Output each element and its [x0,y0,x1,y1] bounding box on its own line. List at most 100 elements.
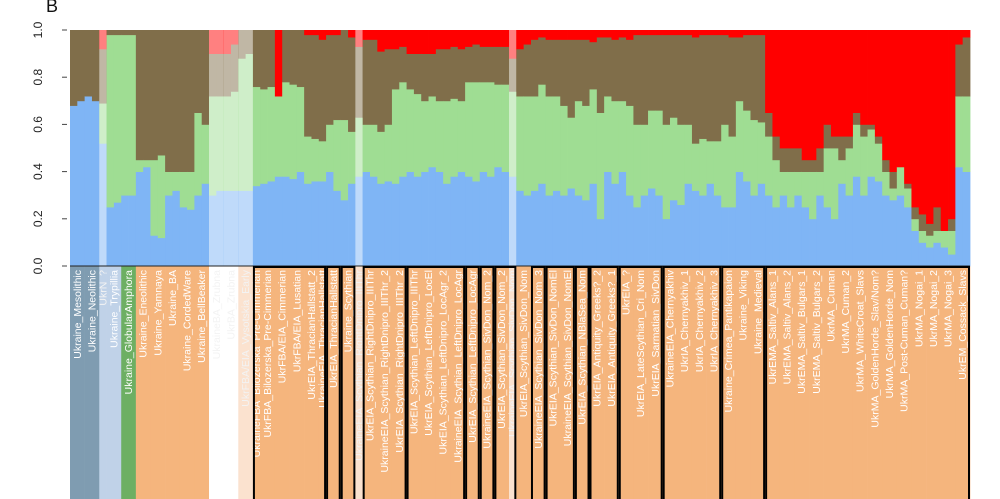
ancestry-bar-olive [391,48,400,90]
ancestry-bar-green [684,124,693,184]
ancestry-bar-green [296,86,305,172]
group-box [765,266,970,499]
label-strip [677,266,693,499]
faded-overlay [99,30,107,266]
ancestry-bar-green [567,117,576,189]
label-strip [589,266,605,499]
group-label: Ukraine_GlobularAmphora [123,270,135,394]
group-box [465,266,480,499]
label-strip [560,266,576,499]
ancestry-bar-red [457,30,466,50]
ancestry-bar-olive [70,30,78,106]
ancestry-bar-olive [348,37,356,132]
label-strip [618,266,634,499]
ancestry-bar-red [516,30,525,50]
ancestry-bar-blue [384,181,393,267]
ancestry-bar-green [926,235,934,248]
ancestry-bar-red [435,30,444,50]
ancestry-bar-green [333,119,342,191]
ancestry-bar-green [267,86,276,182]
ancestry-bar-blue [699,195,707,267]
ancestry-bar-blue [765,195,773,267]
ancestry-bar-green [516,96,525,191]
ancestry-bar-green [757,122,766,184]
label-strip [691,266,707,499]
ancestry-bar-blue [289,178,298,267]
ancestry-bar-olive [113,30,122,36]
ancestry-bar-green [260,89,268,184]
label-strip [896,266,912,499]
ancestry-bar-blue [830,218,839,267]
ancestry-bar-green [421,100,429,172]
ancestry-bar-red [940,30,949,231]
ancestry-bar-blue [267,181,276,267]
ancestry-bar-green [187,171,195,210]
ancestry-bar-olive [194,30,203,113]
ancestry-bar-green [809,171,817,220]
ancestry-bar-green [377,131,386,184]
ancestry-bar-olive [523,44,532,97]
ancestry-bar-red [962,30,971,38]
ancestry-bar-red [428,30,437,54]
ancestry-bar-blue [860,195,868,267]
label-strip [70,266,85,499]
group-label: UkrMA_Cuman [825,270,837,342]
ancestry-bar-blue [552,190,561,267]
ancestry-bar-red [523,30,532,45]
ancestry-bar-red [326,30,334,36]
ancestry-bar-olive [962,37,971,97]
group-label: UkrBA_Zrubna [225,270,237,340]
ancestry-bar-olive [377,51,386,132]
ancestry-bar-olive [852,112,861,125]
ancestry-bar-blue [348,183,356,267]
ancestry-bar-red [677,30,686,36]
label-strip [252,266,261,499]
ancestry-bar-olive [662,34,671,125]
group-label: UkrMA_WhiteCroat_Slavs [855,270,867,392]
group-label: UkrMA_Post-Cuman_Cuman? [899,270,911,412]
ancestry-bar-blue [816,195,825,267]
ancestry-bar-red [494,30,503,47]
ancestry-bar-green [955,96,964,168]
ancestry-bar-blue [633,207,642,267]
ancestry-bar-olive [501,46,510,85]
ancestry-bar-green [340,119,349,201]
ancestry-bar-red [706,30,715,36]
ancestry-bar-olive [267,30,276,88]
ancestry-bar-blue [845,195,854,267]
group-label: Ukraine_Neolithic [86,270,98,352]
group-label: UkrMA_GoldenHorde_Nom [884,270,896,399]
ancestry-bar-red [413,30,422,54]
label-strip [809,266,824,499]
ancestry-bar-red [611,30,620,40]
ancestry-bar-olive [589,41,598,90]
ancestry-bar-olive [545,39,554,97]
ancestry-bar-green [450,98,459,177]
ancestry-bar-olive [530,39,539,97]
faded-overlay [238,30,253,266]
y-tick-label: 0.4 [31,163,45,180]
ancestry-bar-green [135,159,144,172]
ancestry-bar-olive [282,30,290,83]
ancestry-bar-blue [567,188,576,267]
ancestry-bar-blue [487,176,495,267]
group-label: UkrMA_Cuman_2 [840,270,852,354]
ancestry-bar-green [150,159,159,236]
group-label: UkrMA_GoldenHorde_Slav/Nom? [869,270,881,428]
label-strip [494,266,510,499]
ancestry-bar-red [648,30,656,36]
ancestry-bar-olive [691,37,700,144]
ancestry-bar-blue [691,190,700,267]
ancestry-bar-red [655,30,664,36]
label-strip [406,266,422,499]
y-tick-label: 0.8 [31,69,45,86]
ancestry-bar-red [684,30,693,36]
ancestry-bar-olive [406,53,415,90]
ancestry-bar-green [201,124,210,184]
ancestry-bar-green [165,171,173,196]
label-strip [721,266,737,499]
ancestry-bar-blue [194,195,203,267]
ancestry-bar-red [633,30,642,36]
ancestry-bar-green [179,171,188,208]
ancestry-bar-blue [450,176,459,267]
